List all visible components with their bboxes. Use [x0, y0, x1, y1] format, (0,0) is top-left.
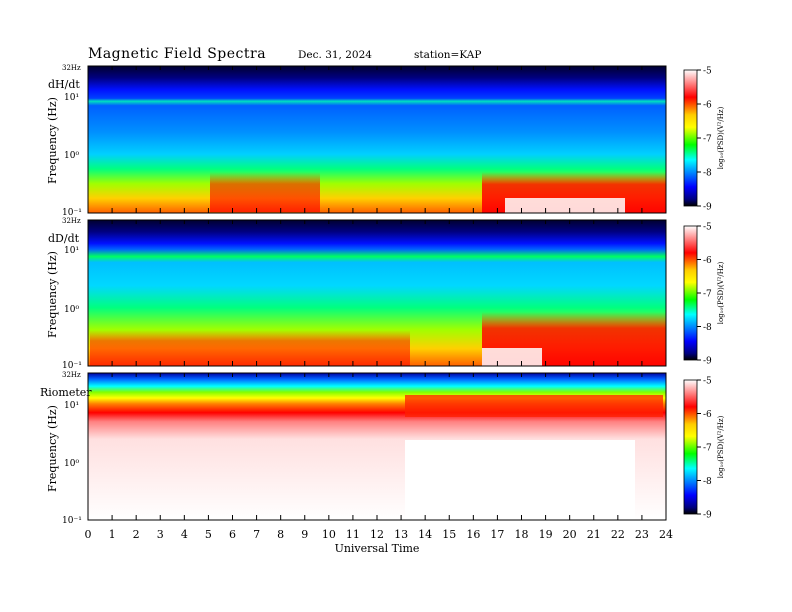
colorbar	[683, 225, 698, 361]
panel-label-dd: dD/dt	[48, 232, 80, 245]
colorbar-tick-label: -6	[703, 256, 712, 266]
x-tick-label: 24	[659, 528, 673, 541]
chart-title: Magnetic Field Spectra	[88, 46, 267, 62]
panel-label-dh: dH/dt	[48, 78, 80, 91]
x-tick-label: 10	[322, 528, 336, 541]
colorbars: -5 -6 -7 -8 -9 log₁₀(PSD)(V²/Hz) -5 -6 -7 -8 -9 log…	[683, 67, 725, 521]
colorbar-tick-label: -9	[703, 357, 712, 367]
x-tick-label: 20	[563, 528, 577, 541]
x-tick-label: 7	[253, 528, 260, 541]
colorbar-tick-label: -7	[703, 444, 712, 454]
ytick-top-riometer: 32Hz	[62, 371, 81, 379]
colorbar	[683, 69, 698, 207]
colorbar-tick-label: -7	[703, 290, 712, 300]
x-tick-label: 21	[587, 528, 601, 541]
ytick-top-dd: 32Hz	[62, 217, 81, 225]
x-tick-label: 2	[133, 528, 140, 541]
ylabel-riometer: Frequency (Hz)	[46, 405, 59, 492]
colorbar-tick-label: -5	[703, 377, 712, 387]
low-freq-white-dh	[505, 198, 625, 213]
colorbar-tick-label: -9	[703, 511, 712, 521]
ytick-10-m1-dd: 10⁻¹	[62, 361, 82, 371]
colorbar-tick-label: -7	[703, 135, 712, 145]
x-axis-label: Universal Time	[335, 542, 420, 555]
ulf-red-patch-dh	[210, 172, 320, 212]
x-tick-label: 16	[466, 528, 480, 541]
x-tick-label: 8	[277, 528, 284, 541]
panel-dd-dt: dD/dt 32Hz 10¹ 10⁰ 10⁻¹ Frequency (Hz)	[46, 217, 667, 371]
chart-date: Dec. 31, 2024	[298, 49, 372, 61]
ytick-10-0-dd: 10⁰	[64, 305, 79, 315]
x-tick-label: 6	[229, 528, 236, 541]
x-tick-label: 3	[157, 528, 164, 541]
panel-riometer: Riometer 32Hz 10¹ 10⁰ 10⁻¹ Frequency (Hz…	[40, 371, 667, 526]
colorbar-tick-label: -6	[703, 410, 712, 420]
x-tick-label: 15	[442, 528, 456, 541]
colorbar-tick-label: -5	[703, 67, 712, 77]
x-tick-label: 18	[515, 528, 529, 541]
panel-label-riometer: Riometer	[40, 386, 92, 399]
x-tick-label: 17	[490, 528, 504, 541]
ytick-10-0-dh: 10⁰	[64, 151, 79, 161]
ylabel-dh: Frequency (Hz)	[46, 97, 59, 184]
ulf-red-patch-dd	[90, 330, 410, 366]
colorbar	[683, 379, 698, 515]
ytick-10-1-riometer: 10¹	[64, 401, 79, 411]
x-tick-label: 13	[394, 528, 408, 541]
low-freq-white-dd	[482, 348, 542, 366]
colorbar-label: log₁₀(PSD)(V²/Hz)	[717, 261, 725, 324]
x-tick-label: 12	[370, 528, 384, 541]
ytick-10-m1-riometer: 10⁻¹	[62, 516, 82, 526]
colorbar-tick-label: -8	[703, 477, 712, 487]
ytick-10-1-dh: 10¹	[64, 93, 79, 103]
x-axis: 0 1 2 3 4 5 6 7 8 9 10 11 12 13 14 15 16 17 18 19 20 21 22 23 24	[85, 66, 673, 541]
riometer-red-band-right	[405, 395, 663, 417]
panel-dh-dt: dH/dt 32Hz 10¹ 10⁰ 10⁻¹ Frequency (Hz)	[46, 64, 667, 218]
colorbar-label: log₁₀(PSD)(V²/Hz)	[717, 415, 725, 478]
x-tick-label: 1	[109, 528, 116, 541]
colorbar-tick-label: -8	[703, 169, 712, 179]
x-tick-label: 4	[181, 528, 188, 541]
ytick-10-m1-dh: 10⁻¹	[62, 208, 82, 218]
colorbar-tick-label: -5	[703, 223, 712, 233]
ytick-top-dh: 32Hz	[62, 64, 81, 72]
x-tick-label: 9	[301, 528, 308, 541]
station-label: station=KAP	[414, 49, 482, 61]
x-tick-label: 5	[205, 528, 212, 541]
riometer-white-area	[405, 440, 635, 520]
x-tick-label: 22	[611, 528, 625, 541]
colorbar-tick-label: -9	[703, 203, 712, 213]
ytick-10-0-riometer: 10⁰	[64, 459, 79, 469]
colorbar-tick-label: -6	[703, 101, 712, 111]
colorbar-tick-label: -8	[703, 323, 712, 333]
colorbar-label: log₁₀(PSD)(V²/Hz)	[717, 106, 725, 169]
x-tick-label: 19	[539, 528, 553, 541]
x-tick-label: 14	[418, 528, 432, 541]
x-tick-label: 11	[346, 528, 360, 541]
x-tick-label: 0	[85, 528, 92, 541]
x-tick-label: 23	[635, 528, 649, 541]
ytick-10-1-dd: 10¹	[64, 246, 79, 256]
ylabel-dd: Frequency (Hz)	[46, 251, 59, 338]
